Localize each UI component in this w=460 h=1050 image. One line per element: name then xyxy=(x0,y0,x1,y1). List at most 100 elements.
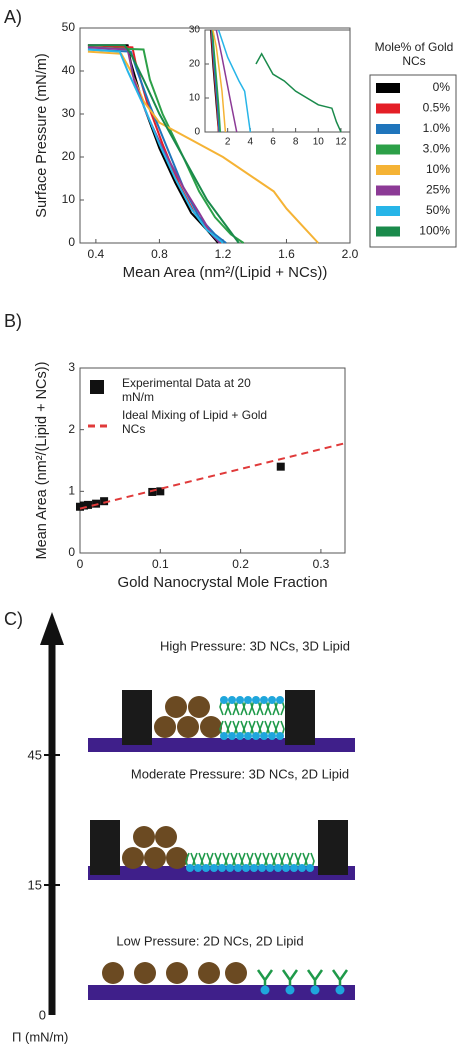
y-axis-label: Mean Area (nm²/(Lipid + NCs)) xyxy=(34,362,50,560)
legend-label: Ideal Mixing of Lipid + Gold NCs xyxy=(122,408,268,436)
lipid-head xyxy=(250,864,258,872)
lipid-head xyxy=(310,985,320,995)
y-tick-label: 50 xyxy=(62,20,76,34)
legend-label: 50% xyxy=(426,203,450,217)
data-line xyxy=(215,29,238,133)
y-tick-label: 30 xyxy=(62,106,76,120)
data-line xyxy=(79,442,346,510)
lipid-head xyxy=(290,864,298,872)
legend-marker xyxy=(90,380,104,394)
x-tick-label: 0.3 xyxy=(313,557,330,571)
nanocrystal xyxy=(200,716,222,738)
axis-tick-label: 45 xyxy=(28,747,42,762)
x-tick-label: 2.0 xyxy=(342,247,359,261)
nanocrystal xyxy=(102,962,124,984)
lipid-head xyxy=(260,732,268,740)
barrier xyxy=(90,820,120,875)
nanocrystal xyxy=(155,826,177,848)
lipid-head xyxy=(228,732,236,740)
y-tick-label: 2 xyxy=(68,422,75,436)
lipid-head xyxy=(266,864,274,872)
nanocrystal xyxy=(122,847,144,869)
panel-label: B) xyxy=(4,311,22,331)
nanocrystal xyxy=(177,716,199,738)
lipid-head xyxy=(236,732,244,740)
x-axis-label: Mean Area (nm²/(Lipid + NCs)) xyxy=(123,264,328,281)
y-tick-label: 20 xyxy=(62,149,76,163)
lipid-head xyxy=(220,696,228,704)
lipid-head xyxy=(258,864,266,872)
y-axis-label: Surface Pressure (mN/m) xyxy=(34,53,50,217)
x-tick-label: 4 xyxy=(248,137,254,148)
data-line xyxy=(212,29,227,133)
legend-label: 0.5% xyxy=(423,101,451,115)
lipid-head xyxy=(194,864,202,872)
x-tick-label: 12 xyxy=(335,137,347,148)
y-tick-label: 30 xyxy=(189,25,201,36)
y-tick-label: 0 xyxy=(68,235,75,249)
lipid-head xyxy=(276,732,284,740)
lipid-head xyxy=(220,732,228,740)
legend-label: Experimental Data at 20 mN/m xyxy=(122,376,251,404)
data-point xyxy=(84,500,93,509)
y-tick-label: 3 xyxy=(68,360,75,374)
data-line xyxy=(211,29,220,133)
data-point xyxy=(80,501,89,510)
legend-title: Mole% of Gold NCs xyxy=(374,40,454,68)
data-line xyxy=(217,29,252,133)
data-point xyxy=(156,487,165,496)
lipid-head xyxy=(260,696,268,704)
y-tick-label: 10 xyxy=(62,192,76,206)
y-tick-label: 40 xyxy=(62,63,76,77)
data-point xyxy=(76,502,84,511)
barrier xyxy=(318,820,348,875)
legend-swatch xyxy=(376,165,400,175)
data-point xyxy=(100,497,109,506)
lipid-head xyxy=(218,864,226,872)
lipid-head xyxy=(242,864,250,872)
arrow-head xyxy=(40,612,64,645)
axis-tick-label: 0 xyxy=(39,1007,46,1022)
data-line xyxy=(87,46,221,244)
level-label: Low Pressure: 2D NCs, 2D Lipid xyxy=(116,933,303,948)
lipid-head xyxy=(252,696,260,704)
x-tick-label: 0 xyxy=(77,557,84,571)
lipid-head xyxy=(244,696,252,704)
data-line xyxy=(87,48,224,244)
legend-label: 1.0% xyxy=(423,121,451,135)
nanocrystal xyxy=(225,962,247,984)
legend-swatch xyxy=(376,103,400,114)
lipid-head xyxy=(186,864,194,872)
level-label: High Pressure: 3D NCs, 3D Lipid xyxy=(160,638,350,653)
lipid-head xyxy=(282,864,290,872)
data-line xyxy=(87,44,240,244)
legend-swatch xyxy=(376,226,400,237)
data-line xyxy=(255,52,342,133)
lipid-head xyxy=(210,864,218,872)
y-tick-label: 0 xyxy=(68,545,75,559)
y-tick-label: 0 xyxy=(194,127,200,138)
data-line xyxy=(87,50,319,244)
panel-label: A) xyxy=(4,7,22,27)
legend-swatch xyxy=(376,185,400,196)
plot-frame xyxy=(79,367,346,554)
nanocrystal xyxy=(198,962,220,984)
x-tick-label: 2 xyxy=(225,137,231,148)
lipid-head xyxy=(285,985,295,995)
legend-label: 25% xyxy=(426,183,450,197)
nanocrystal xyxy=(165,696,187,718)
legend-label: 100% xyxy=(419,224,450,238)
x-tick-label: 0.2 xyxy=(232,557,249,571)
x-tick-label: 1.6 xyxy=(278,247,295,261)
lipid-head xyxy=(234,864,242,872)
legend-swatch xyxy=(376,206,400,216)
nanocrystal xyxy=(154,716,176,738)
x-tick-label: 0.4 xyxy=(88,247,105,261)
legend-swatch xyxy=(376,124,400,134)
axis-label: Π (mN/m) xyxy=(12,1029,68,1044)
legend-label: 10% xyxy=(426,162,450,176)
level-label: Moderate Pressure: 3D NCs, 2D Lipid xyxy=(131,766,349,781)
nanocrystal xyxy=(144,847,166,869)
